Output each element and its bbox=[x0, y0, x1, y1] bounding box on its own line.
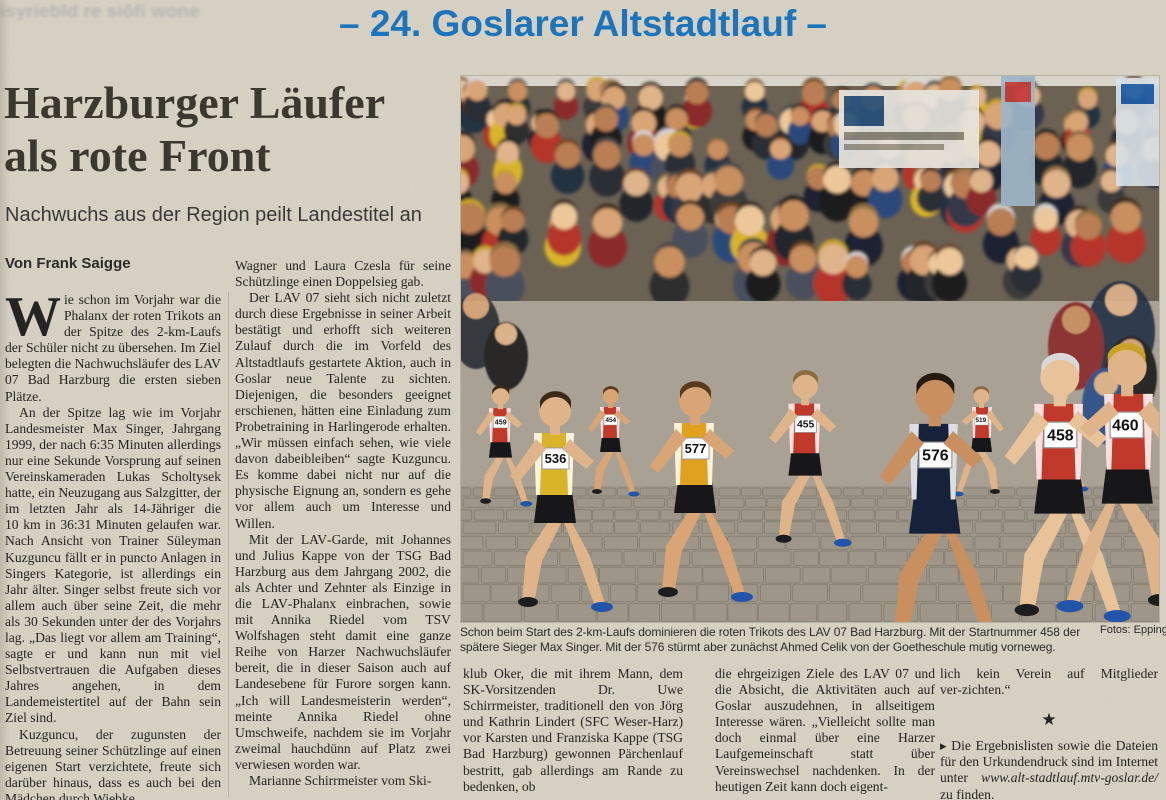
svg-text:576: 576 bbox=[922, 447, 949, 464]
svg-text:536: 536 bbox=[545, 451, 567, 466]
svg-text:458: 458 bbox=[1047, 427, 1074, 444]
svg-text:519: 519 bbox=[975, 417, 986, 424]
svg-text:459: 459 bbox=[495, 419, 507, 427]
svg-text:454: 454 bbox=[605, 417, 616, 424]
svg-text:460: 460 bbox=[1112, 417, 1139, 434]
svg-text:577: 577 bbox=[685, 441, 707, 456]
svg-text:455: 455 bbox=[797, 420, 815, 431]
